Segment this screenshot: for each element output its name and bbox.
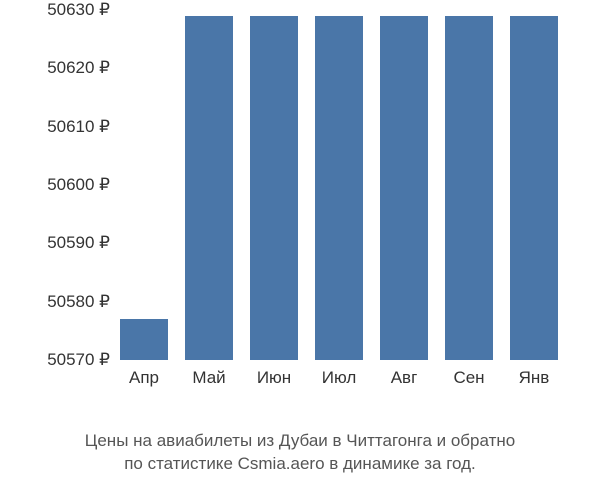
x-axis: Апр Май Июн Июл Авг Сен Янв: [120, 368, 580, 398]
x-tick-label: Июл: [315, 368, 363, 388]
chart-caption: Цены на авиабилеты из Дубаи в Читтагонга…: [0, 430, 600, 476]
bar: [120, 319, 168, 360]
y-tick-label: 50600 ₽: [20, 175, 110, 195]
y-tick-label: 50580 ₽: [20, 292, 110, 312]
caption-line-2: по статистике Csmia.aero в динамике за г…: [124, 454, 476, 473]
y-tick-label: 50610 ₽: [20, 117, 110, 137]
price-chart: 50570 ₽ 50580 ₽ 50590 ₽ 50600 ₽ 50610 ₽ 50620…: [20, 10, 580, 410]
y-axis: 50570 ₽50580 ₽50590 ₽50600 ₽50610 ₽50620…: [20, 10, 110, 360]
x-tick-label: Май: [185, 368, 233, 388]
y-tick-label: 50620 ₽: [20, 58, 110, 78]
plot-area: [120, 10, 580, 360]
bar: [445, 16, 493, 360]
x-tick-label: Сен: [445, 368, 493, 388]
bar: [315, 16, 363, 360]
bar: [380, 16, 428, 360]
x-tick-label: Авг: [380, 368, 428, 388]
x-tick-label: Янв: [510, 368, 558, 388]
y-tick-label: 50590 ₽: [20, 233, 110, 253]
bar: [510, 16, 558, 360]
y-tick-label: 50630 ₽: [20, 0, 110, 20]
bar: [250, 16, 298, 360]
x-tick-label: Июн: [250, 368, 298, 388]
bar: [185, 16, 233, 360]
y-tick-label: 50570 ₽: [20, 350, 110, 370]
x-tick-label: Апр: [120, 368, 168, 388]
caption-line-1: Цены на авиабилеты из Дубаи в Читтагонга…: [85, 431, 515, 450]
